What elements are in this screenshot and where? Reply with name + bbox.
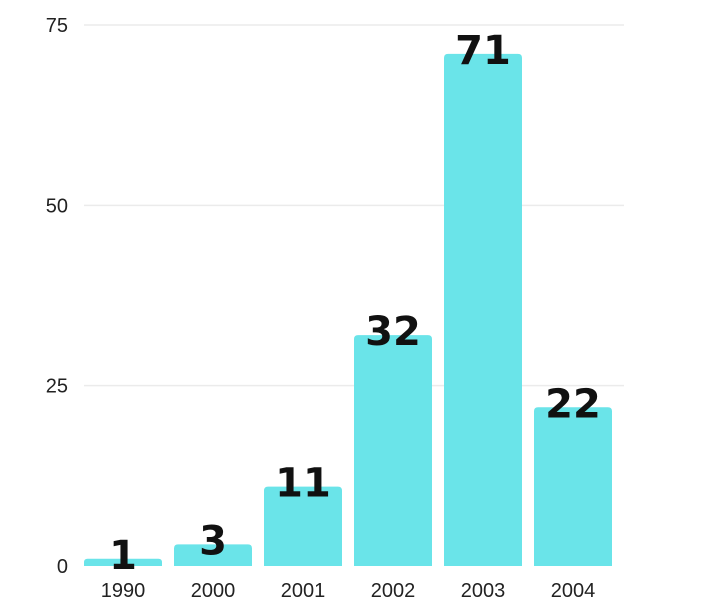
x-tick-label-2003: 2003 [461,580,506,602]
data-label-2001: 11 [275,461,331,507]
bar-2003 [444,53,522,566]
y-tick-label-50: 50 [46,195,68,217]
y-tick-label-25: 25 [46,376,68,398]
y-tick-label-75: 75 [46,15,68,37]
bar-1990 [84,558,162,566]
x-axis-tick-labels: 1990 2000 2001 2002 2003 2004 [101,580,596,602]
x-tick-label-1990: 1990 [101,580,146,602]
gridlines [84,24,624,387]
data-label-2004: 22 [545,381,601,427]
y-tick-label-0: 0 [57,556,68,578]
y-axis-tick-labels: 0 25 50 75 [46,15,68,578]
bar-2004 [534,407,612,566]
data-label-2002: 32 [365,309,421,355]
data-labels: 1 3 11 32 71 22 [109,28,601,579]
x-tick-label-2000: 2000 [191,580,236,602]
data-label-2000: 3 [199,518,227,564]
data-label-1990: 1 [109,533,137,579]
bar-2001 [264,486,342,566]
x-tick-label-2001: 2001 [281,580,326,602]
bar-2000 [174,544,252,566]
x-tick-label-2004: 2004 [551,580,596,602]
bars [84,53,612,566]
data-label-2003: 71 [455,28,511,74]
bar-2002 [354,335,432,566]
x-tick-label-2002: 2002 [371,580,416,602]
